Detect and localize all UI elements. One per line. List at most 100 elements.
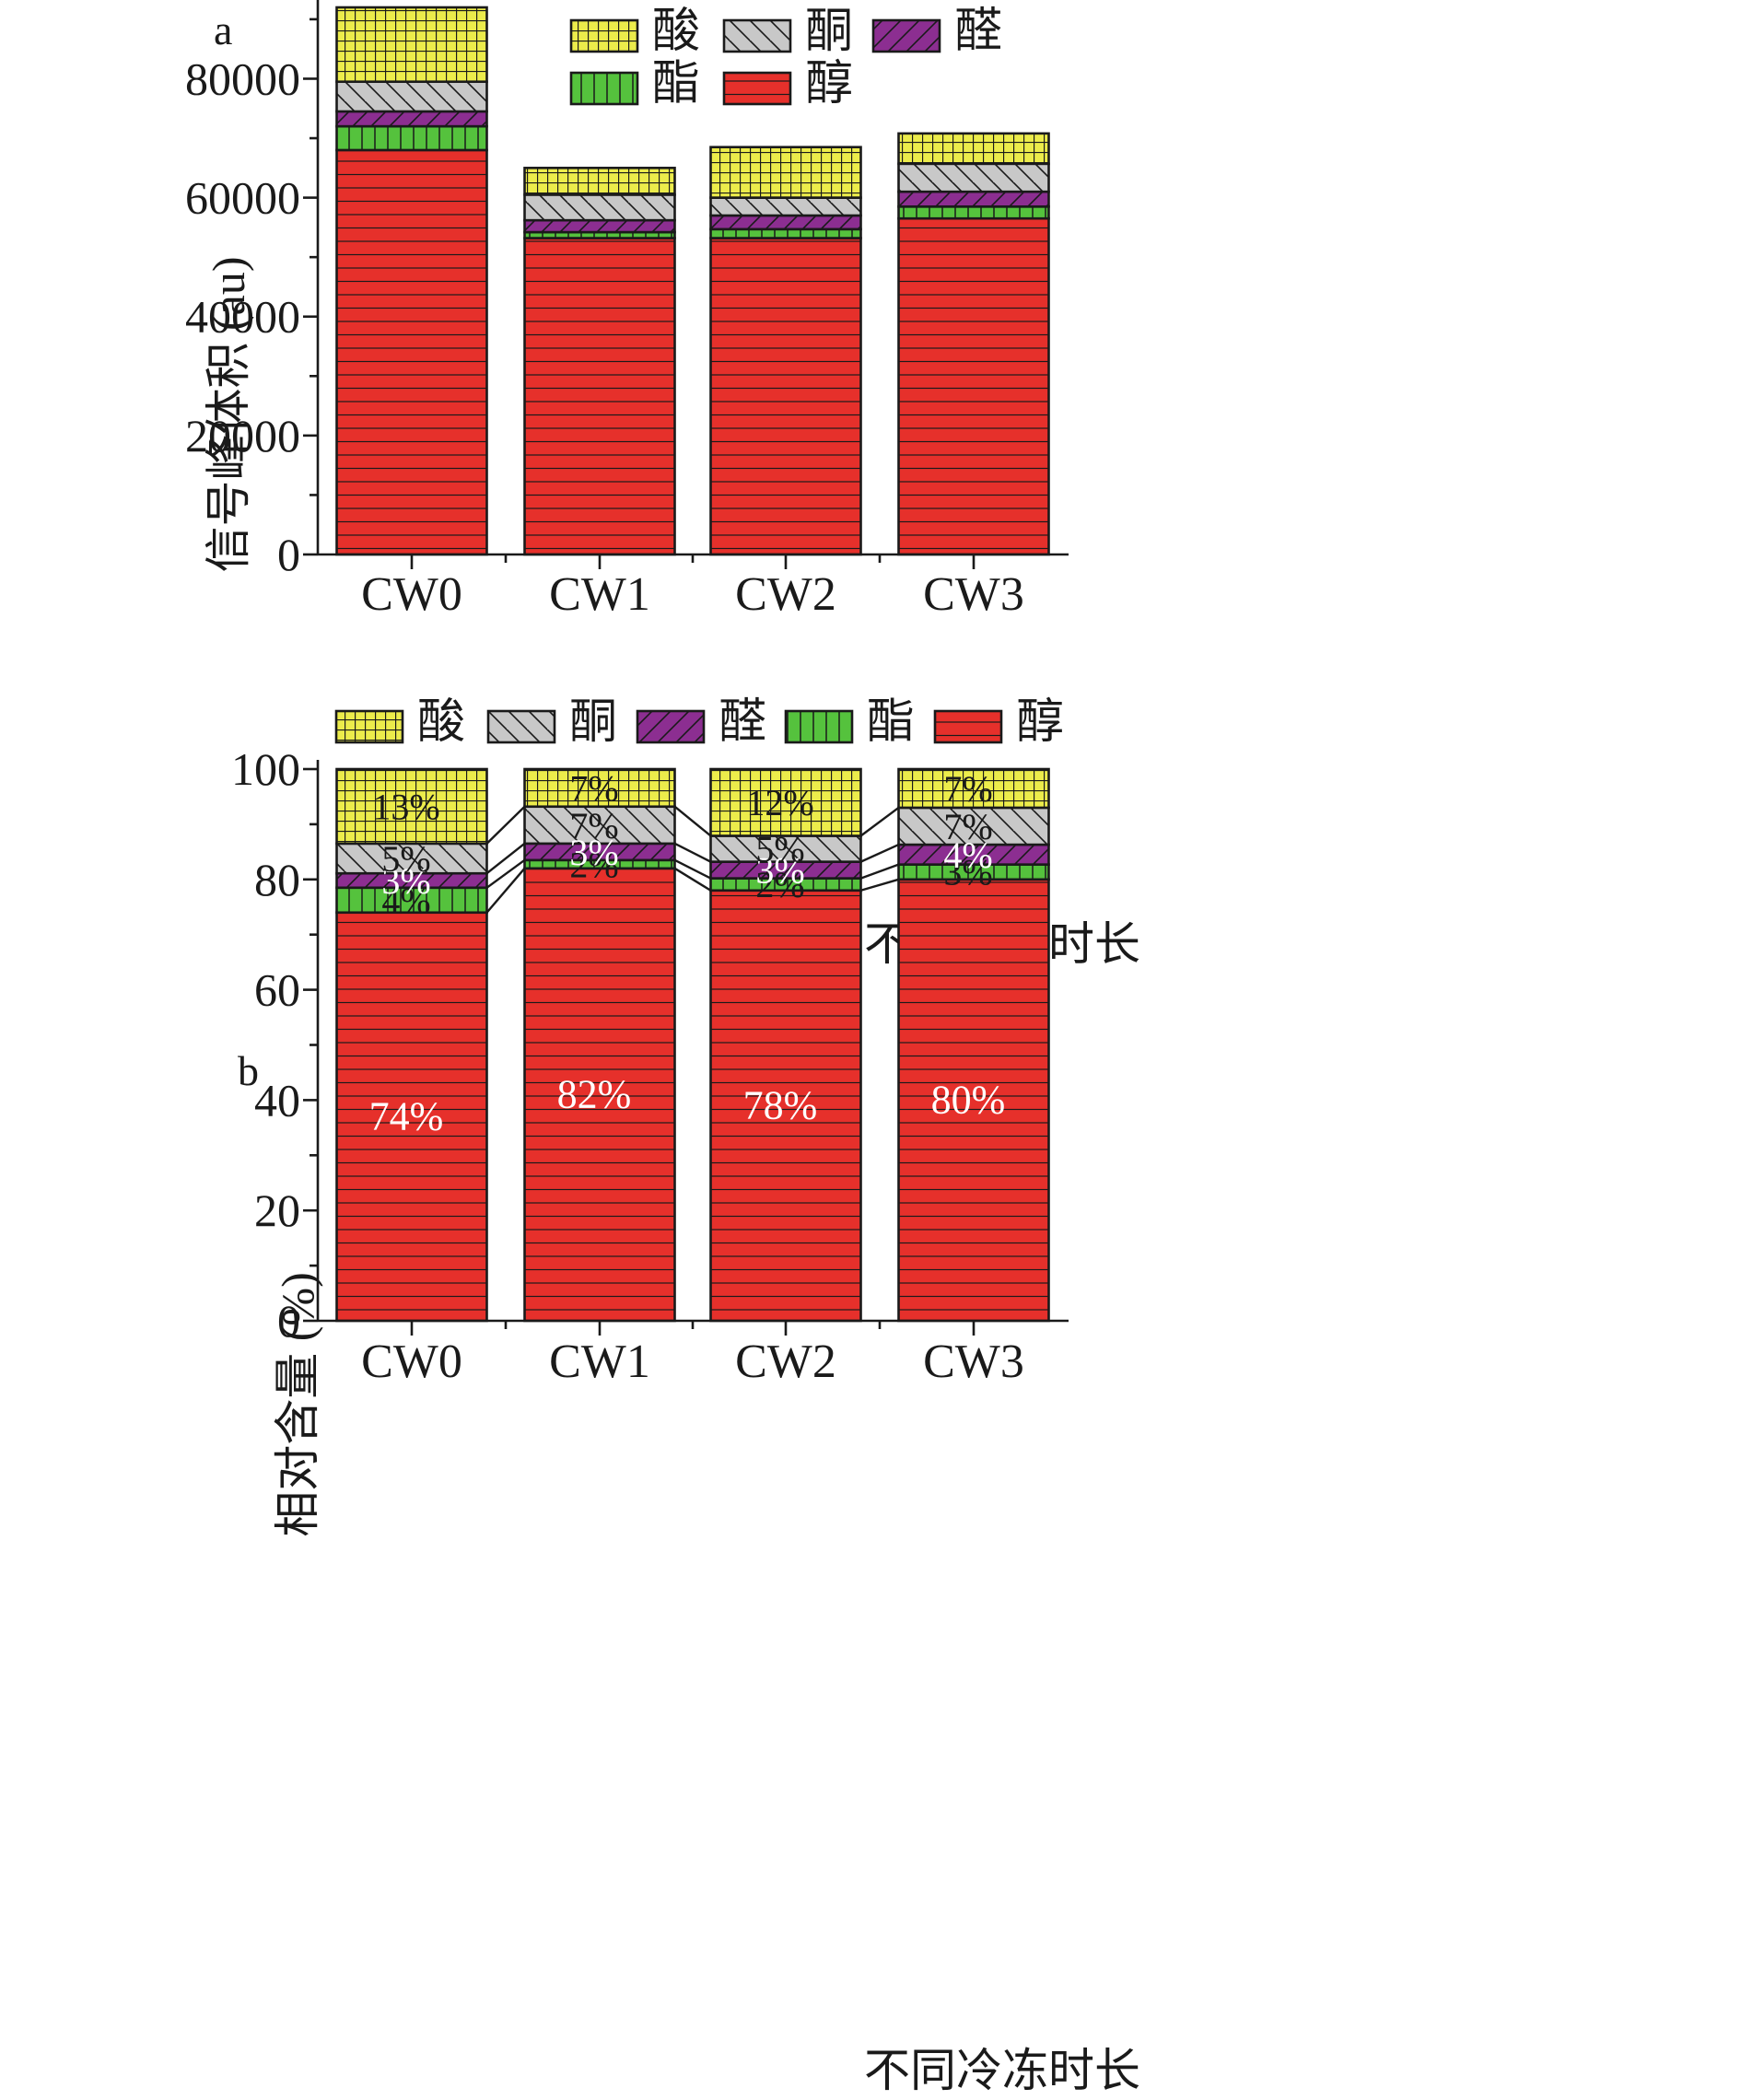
- bar-segment-aldehyde-cw0: [335, 110, 488, 128]
- legend-item-acid: 酸: [569, 6, 700, 58]
- data-label-acid-cw0: 13%: [372, 786, 439, 827]
- bar-segment-aldehyde-cw3: [897, 190, 1050, 208]
- bar-segment-acid-cw3: [897, 767, 1050, 810]
- bar-segment-acid-cw1: [523, 767, 676, 809]
- panel-b-label: b: [238, 1047, 259, 1094]
- legend-swatch-ester: [784, 709, 854, 744]
- bar-segment-ketone-cw0: [335, 80, 488, 113]
- legend-item-ketone: 酮: [486, 696, 617, 749]
- segment-labels: 74%4%3%5%13%82%2%3%7%7%78%2%3%5%12%80%3%…: [369, 767, 1006, 1138]
- legend-swatch-aldehyde: [871, 18, 941, 53]
- bar-segment-alcohol-cw2: [709, 237, 862, 556]
- legend-swatch-ester: [569, 71, 639, 106]
- legend-swatch-alcohol: [722, 71, 792, 106]
- legend-swatch-ketone: [722, 18, 792, 53]
- bar-segment-aldehyde-cw1: [523, 218, 676, 234]
- legend-label-acid: 酸: [652, 6, 700, 58]
- legend: 酸 酮 醛酯 醇: [569, 6, 1002, 111]
- legend-swatch-ketone: [486, 709, 556, 744]
- legend-item-ester: 酯: [569, 58, 700, 111]
- connector-line: [860, 878, 899, 892]
- x-tick-label-cw1: CW1: [549, 568, 650, 621]
- x-tick-label-cw3: CW3: [923, 1336, 1024, 1388]
- data-label-acid-cw2: 12%: [746, 782, 813, 823]
- y-tick-label: 80000: [185, 52, 300, 104]
- y-axis-title: 相对含量 (%): [272, 1272, 323, 1536]
- bar-segment-alcohol-cw1: [523, 237, 676, 556]
- bar-segment-ester-cw2: [709, 228, 862, 239]
- legend-label-acid: 酸: [417, 696, 465, 749]
- bar-segment-acid-cw1: [523, 167, 676, 196]
- bar-segment-alcohol-cw3: [897, 216, 1050, 556]
- y-tick-label: 80: [254, 854, 300, 905]
- bars: [335, 6, 1050, 556]
- x-tick-label-cw2: CW2: [735, 1336, 836, 1388]
- bar-segment-acid-cw2: [709, 767, 862, 837]
- connector-line: [673, 805, 712, 837]
- data-label-ester-cw3: 3%: [943, 852, 992, 893]
- legend-swatch-aldehyde: [636, 709, 706, 744]
- connectors: [485, 805, 900, 914]
- data-label-aldehyde-cw1: 3%: [569, 832, 618, 873]
- y-tick-label: 100: [231, 743, 300, 795]
- axes: 0 20000 40000 60000 80000 CW0 CW1 CW2 CW3: [185, 0, 1069, 621]
- x-tick-label-cw0: CW0: [361, 1336, 462, 1388]
- legend-swatch-alcohol: [933, 709, 1003, 744]
- legend-label-ester: 酯: [867, 696, 915, 749]
- connector-line: [485, 868, 526, 914]
- data-label-ketone-cw3: 7%: [943, 806, 992, 847]
- x-axis-title: 不同冷冻时长: [864, 2045, 1140, 2096]
- data-label-alcohol-cw1: 82%: [557, 1071, 632, 1116]
- bar-segment-ketone-cw3: [897, 162, 1050, 193]
- connector-line: [860, 863, 899, 880]
- y-tick-label: 40: [254, 1074, 300, 1126]
- legend-swatch-acid: [569, 18, 639, 53]
- data-label-ketone-cw2: 5%: [755, 829, 804, 870]
- y-tick-label: 60000: [185, 172, 300, 224]
- bar-segment-acid-cw2: [709, 146, 862, 199]
- bar-segment-acid-cw0: [335, 6, 488, 84]
- y-tick-label: 0: [277, 529, 300, 580]
- data-label-ketone-cw1: 7%: [569, 805, 618, 846]
- bar-segment-ester-cw3: [897, 204, 1050, 220]
- data-label-ester-cw0: 4%: [381, 880, 430, 921]
- x-tick-label-cw3: CW3: [923, 568, 1024, 621]
- bar-segment-alcohol-cw3: [897, 878, 1050, 1323]
- y-tick-label: 60: [254, 964, 300, 1016]
- data-label-alcohol-cw0: 74%: [369, 1093, 444, 1138]
- legend-label-aldehyde: 醛: [954, 6, 1002, 58]
- panel-b: b 74%4%3%5%13%82%2%3%7%7%78%2%3%5%12%80%…: [231, 696, 1140, 2096]
- data-label-aldehyde-cw0: 3%: [381, 860, 430, 902]
- data-label-alcohol-cw2: 78%: [743, 1082, 818, 1127]
- legend-label-ketone: 酮: [805, 6, 853, 58]
- legend-swatch-acid: [334, 709, 404, 744]
- connector-line: [859, 806, 900, 837]
- legend-label-aldehyde: 醛: [719, 696, 766, 749]
- bar-segment-acid-cw3: [897, 132, 1050, 166]
- legend-label-ester: 酯: [652, 58, 700, 111]
- legend-label-alcohol: 醇: [1016, 696, 1064, 749]
- legend-item-ester: 酯: [784, 696, 915, 749]
- bar-segment-acid-cw0: [335, 767, 488, 846]
- x-tick-label-cw1: CW1: [549, 1336, 650, 1388]
- data-label-ketone-cw0: 5%: [381, 838, 430, 880]
- bar-segment-alcohol-cw2: [709, 889, 862, 1323]
- bars: [335, 767, 1050, 1323]
- panel-a: a 020000400006000080000CW0 CW1 CW2 CW3 酸酮醛酯…: [185, 0, 1140, 970]
- y-axis-title: 信号峰体积 (au): [203, 257, 254, 573]
- legend-item-aldehyde: 醛: [636, 696, 766, 749]
- connector-line: [485, 842, 526, 875]
- data-label-acid-cw1: 7%: [569, 767, 618, 809]
- data-label-ester-cw2: 2%: [755, 864, 804, 905]
- y-tick-label: 0: [277, 1295, 300, 1347]
- x-tick-label-cw0: CW0: [361, 568, 462, 621]
- data-label-acid-cw3: 7%: [943, 768, 992, 810]
- data-label-aldehyde-cw2: 3%: [755, 850, 804, 892]
- bar-segment-alcohol-cw0: [335, 911, 488, 1323]
- bar-segment-ketone-cw0: [335, 842, 488, 875]
- bar-segment-ester-cw0: [335, 124, 488, 152]
- bar-segment-ketone-cw1: [523, 193, 676, 222]
- y-tick-label: 20: [254, 1184, 300, 1236]
- axes: 0 20 40 60 80 100 CW0 CW1 CW2 CW3: [231, 743, 1069, 1388]
